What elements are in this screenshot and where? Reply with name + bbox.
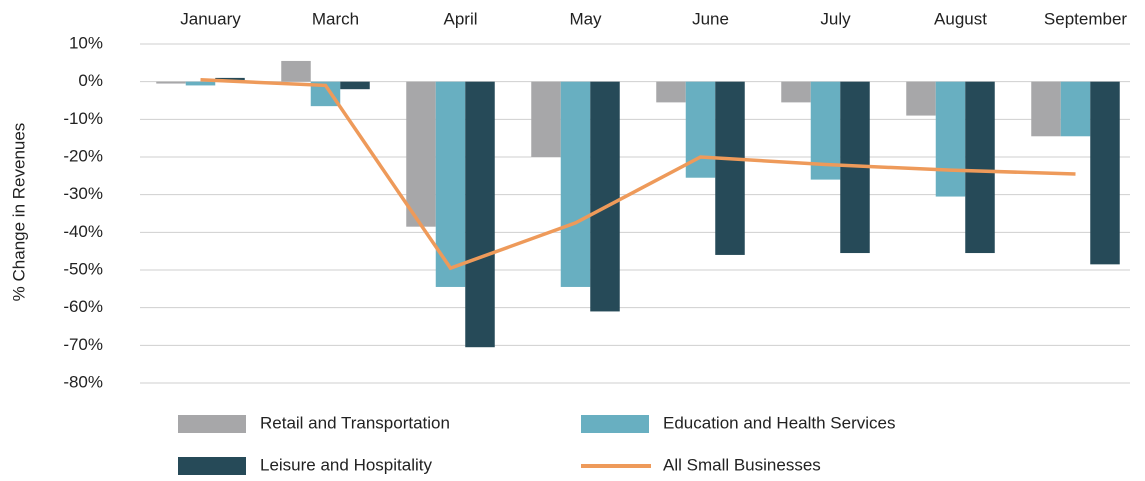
y-tick-label: 10% — [69, 33, 103, 52]
legend-label: Retail and Transportation — [260, 413, 450, 432]
bar — [656, 81, 686, 103]
x-tick-label: March — [312, 9, 359, 28]
y-tick-label: 0% — [78, 71, 103, 90]
bar — [590, 81, 620, 312]
bar — [781, 81, 811, 103]
bar — [906, 81, 936, 116]
bar — [406, 81, 436, 227]
x-tick-label: June — [692, 9, 729, 28]
y-tick-label: -80% — [63, 372, 103, 391]
x-tick-label: August — [934, 9, 987, 28]
legend-swatch — [178, 415, 246, 433]
bar — [465, 81, 495, 348]
legend-label: All Small Businesses — [663, 455, 821, 474]
bar — [935, 81, 966, 197]
y-tick-label: -30% — [63, 184, 103, 203]
legend-label: Leisure and Hospitality — [260, 455, 432, 474]
bar — [340, 81, 370, 90]
line — [200, 78, 1076, 271]
y-tick-label: -70% — [63, 335, 103, 354]
x-tick-label: July — [820, 9, 851, 28]
y-axis-label: % Change in Revenues — [9, 123, 28, 302]
bar — [1031, 81, 1061, 137]
y-tick-label: -40% — [63, 222, 103, 241]
x-tick-label: September — [1044, 9, 1127, 28]
x-tick-label: January — [180, 9, 241, 28]
bar — [281, 60, 311, 82]
bar — [1060, 81, 1091, 137]
y-tick-label: -60% — [63, 297, 103, 316]
legend-swatch — [581, 415, 649, 433]
legend-swatch — [178, 457, 246, 475]
bar — [156, 81, 186, 84]
bar — [965, 81, 995, 254]
legend-label: Education and Health Services — [663, 413, 895, 432]
bar — [185, 81, 216, 86]
bar — [1090, 81, 1120, 265]
y-tick-label: -20% — [63, 146, 103, 165]
x-tick-label: April — [443, 9, 477, 28]
bar — [531, 81, 561, 157]
bar — [560, 81, 591, 287]
y-tick-label: -50% — [63, 259, 103, 278]
bar — [435, 81, 466, 287]
y-tick-label: -10% — [63, 109, 103, 128]
x-tick-label: May — [569, 9, 602, 28]
bar — [715, 81, 745, 255]
